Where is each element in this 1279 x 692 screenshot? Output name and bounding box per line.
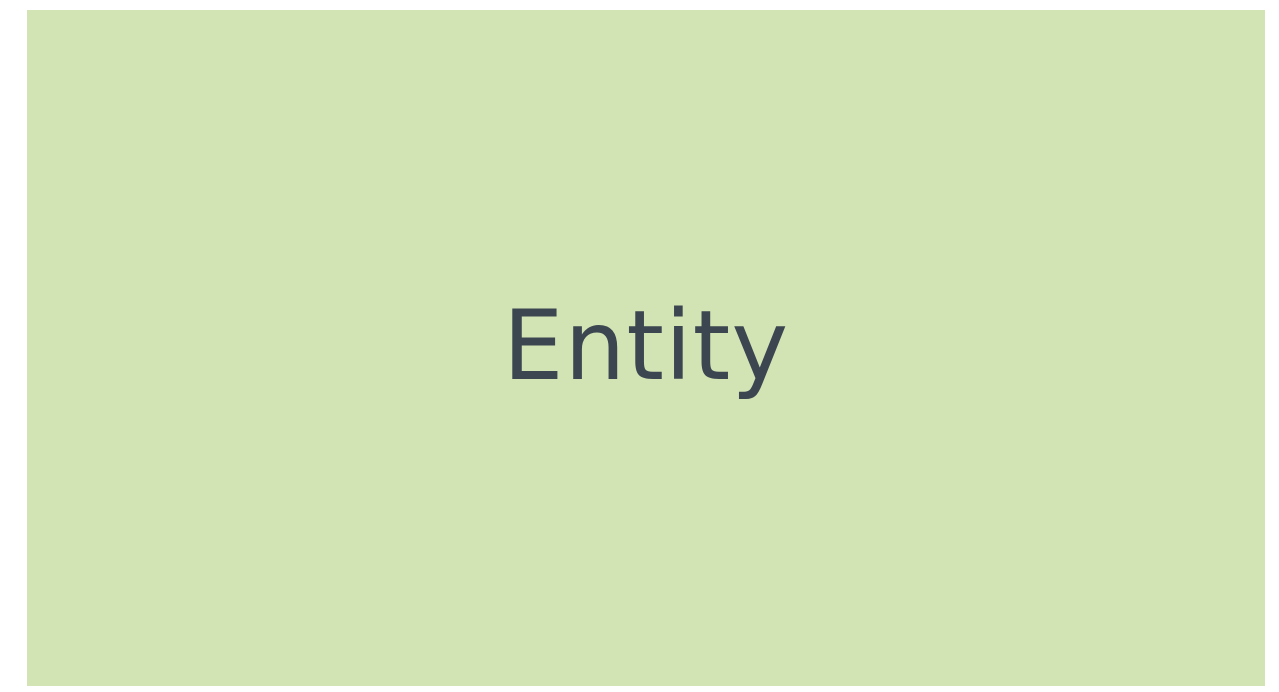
- slide-canvas: Entity: [27, 10, 1265, 686]
- slide-title: Entity: [502, 290, 790, 402]
